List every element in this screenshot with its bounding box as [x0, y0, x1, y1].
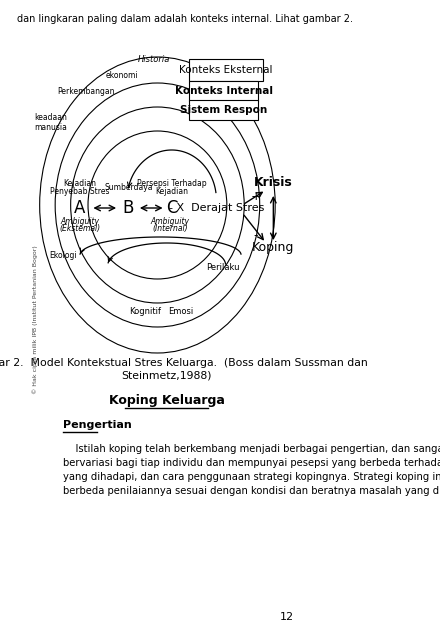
- Text: Istilah koping telah berkembang menjadi berbagai pengertian, dan sangat: Istilah koping telah berkembang menjadi …: [62, 444, 440, 454]
- Text: Kejadian: Kejadian: [63, 178, 96, 187]
- Text: Penyebab Stres: Penyebab Stres: [50, 187, 110, 196]
- Text: keadaan: keadaan: [34, 114, 66, 123]
- Text: 12: 12: [280, 612, 294, 622]
- Text: © Hak cipta milik IPB (Institut Pertanian Bogor): © Hak cipta milik IPB (Institut Pertania…: [33, 246, 38, 394]
- Text: bervariasi bagi tiap individu dan mempunyai pesepsi yang berbeda terhadap masala: bervariasi bagi tiap individu dan mempun…: [62, 458, 440, 468]
- Text: Historia: Historia: [138, 55, 171, 65]
- Text: Gambar 2.  Model Kontekstual Stres Keluarga.  (Boss dalam Sussman dan: Gambar 2. Model Kontekstual Stres Keluar…: [0, 358, 367, 368]
- Text: Koping Keluarga: Koping Keluarga: [109, 394, 225, 407]
- Text: Ekologi: Ekologi: [49, 250, 77, 260]
- Text: Sistem Respon: Sistem Respon: [180, 105, 268, 115]
- Text: +: +: [251, 189, 261, 203]
- Text: C: C: [166, 199, 177, 217]
- Text: Steinmetz,1988): Steinmetz,1988): [121, 370, 212, 380]
- Text: Konteks Internal: Konteks Internal: [175, 86, 273, 96]
- Text: Perkembangan: Perkembangan: [57, 86, 115, 95]
- Text: Persepsi Terhadap: Persepsi Terhadap: [137, 178, 206, 187]
- Text: berbeda penilaiannya sesuai dengan kondisi dan beratnya masalah yang dihadapi ol: berbeda penilaiannya sesuai dengan kondi…: [62, 486, 440, 496]
- Text: Konteks Eksternal: Konteks Eksternal: [180, 65, 273, 75]
- Text: Krisis: Krisis: [254, 177, 293, 189]
- FancyBboxPatch shape: [189, 59, 264, 81]
- Text: - X  Derajat Stres: - X Derajat Stres: [169, 203, 264, 213]
- Text: -: -: [254, 229, 258, 243]
- Text: Sumberdaya: Sumberdaya: [104, 184, 153, 192]
- Text: B: B: [123, 199, 134, 217]
- FancyBboxPatch shape: [189, 100, 258, 120]
- Text: Perilaku: Perilaku: [206, 264, 239, 272]
- Text: Ambiguity: Ambiguity: [150, 217, 189, 225]
- Text: ekonomi: ekonomi: [106, 72, 139, 81]
- FancyBboxPatch shape: [189, 81, 258, 101]
- Text: yang dihadapi, dan cara penggunaan strategi kopingnya. Strategi koping ini dapat: yang dihadapi, dan cara penggunaan strat…: [62, 472, 440, 482]
- Text: A: A: [74, 199, 86, 217]
- Text: Koping: Koping: [252, 241, 294, 255]
- Text: (Ekstemal): (Ekstemal): [59, 225, 100, 234]
- Text: manusia: manusia: [34, 123, 66, 131]
- Text: Emosi: Emosi: [168, 307, 193, 316]
- Text: Pengertian: Pengertian: [62, 420, 132, 430]
- Text: Kejadian: Kejadian: [155, 187, 188, 196]
- Text: Ambiguity: Ambiguity: [60, 217, 99, 225]
- Text: Kognitif: Kognitif: [129, 307, 161, 316]
- Text: dan lingkaran paling dalam adalah konteks internal. Lihat gambar 2.: dan lingkaran paling dalam adalah kontek…: [17, 14, 353, 24]
- Text: (Internal): (Internal): [152, 225, 187, 234]
